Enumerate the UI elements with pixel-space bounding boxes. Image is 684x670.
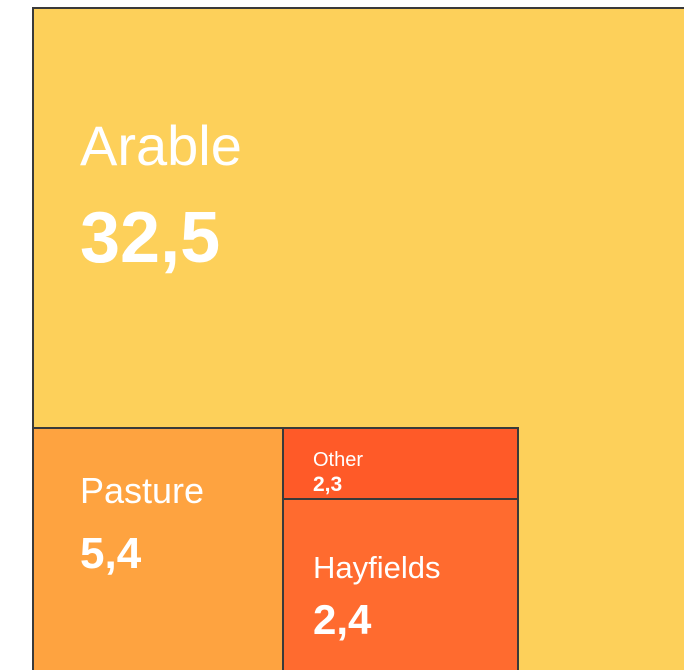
tile-value: 2,4 [313,596,372,643]
tile-value: 2,3 [313,473,342,496]
tile [32,427,284,670]
tile [282,427,519,500]
tile-label: Arable [80,114,242,177]
tile-value: 32,5 [80,198,220,278]
tile [282,498,519,670]
tile-label: Hayfields [313,550,441,585]
tile-label: Other [313,449,363,471]
tile-value: 5,4 [80,529,142,578]
tile-label: Pasture [80,470,204,511]
